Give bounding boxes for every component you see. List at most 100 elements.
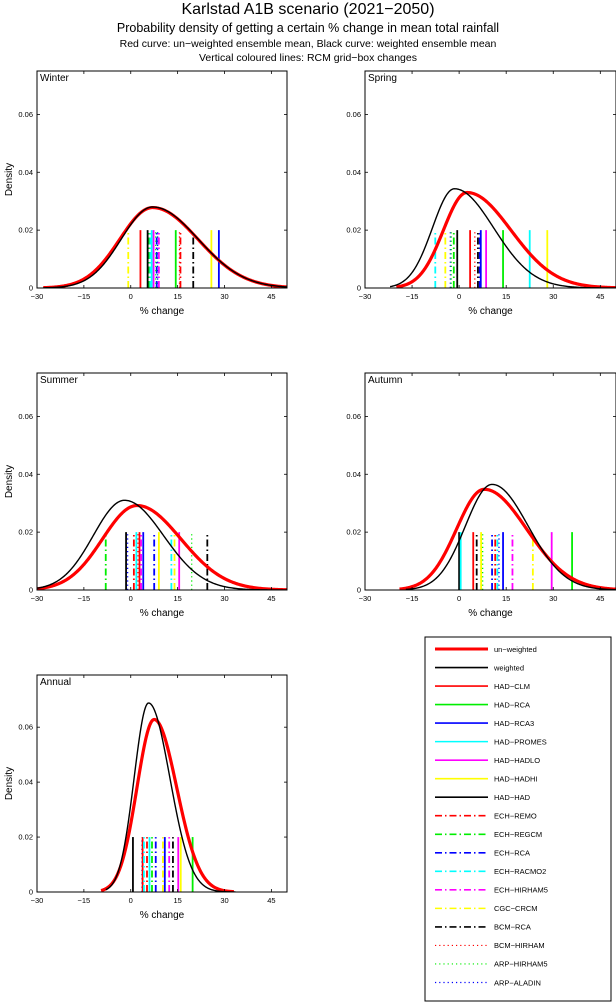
y-tick-label: 0.06 <box>18 110 33 119</box>
legend-item: HAD−RCA <box>435 700 530 709</box>
x-tick-label: 15 <box>173 292 181 301</box>
y-tick-label: 0.04 <box>18 470 33 479</box>
y-tick-label: 0.02 <box>346 528 361 537</box>
x-tick-label: 0 <box>129 896 133 905</box>
legend-label: HAD−RCA <box>494 700 530 709</box>
curve-weighted <box>389 188 616 288</box>
plot-area <box>37 675 287 892</box>
axes-frame <box>36 674 288 893</box>
x-tick-label: 15 <box>502 292 510 301</box>
legend-item: BCM−HIRHAM <box>435 941 545 950</box>
y-tick-label: 0 <box>357 586 361 595</box>
x-tick-label: −15 <box>78 292 91 301</box>
legend: un−weighted weighted HAD−CLM HAD−RCA HAD−RCA… <box>424 636 612 1002</box>
curve-weighted <box>43 206 287 288</box>
x-axis-label: % change <box>140 910 185 921</box>
x-tick-label: 0 <box>457 594 461 603</box>
legend-item: HAD−HAD <box>435 793 531 802</box>
x-tick-label: −30 <box>31 594 44 603</box>
x-axis-label: % change <box>468 608 513 619</box>
plot-area <box>37 71 287 288</box>
x-tick-label: 30 <box>220 292 228 301</box>
legend-item: HAD−CLM <box>435 682 530 691</box>
legend-item: ECH−HIRHAM5 <box>435 886 548 895</box>
legend-item: ARP−HIRHAM5 <box>435 960 548 969</box>
plot-content <box>99 702 236 892</box>
legend-label: HAD−HAD <box>494 793 531 802</box>
legend-box <box>424 636 612 1002</box>
legend-label: ECH−REGCM <box>494 830 542 839</box>
curve-weighted <box>405 483 616 590</box>
plot-content <box>398 483 616 590</box>
legend-label: weighted <box>493 663 524 672</box>
y-tick-label: 0.06 <box>346 412 361 421</box>
axes-frame <box>36 372 288 591</box>
y-tick-label: 0 <box>29 586 33 595</box>
legend-label: HAD−RCA3 <box>494 719 534 728</box>
legend-label: ECH−HIRHAM5 <box>494 886 548 895</box>
legend-label: BCM−RCA <box>494 923 531 932</box>
axes-frame <box>364 372 616 591</box>
y-tick-label: 0.06 <box>18 412 33 421</box>
legend-item: HAD−RCA3 <box>435 719 534 728</box>
axes-frame <box>36 70 288 289</box>
x-tick-label: 45 <box>267 292 275 301</box>
x-tick-label: −15 <box>78 896 91 905</box>
panel-winter: −30 −15 0 15 30 45 0 0.02 0.04 0.06 Winter % change… <box>4 70 288 317</box>
y-tick-label: 0 <box>29 284 33 293</box>
x-tick-label: 30 <box>220 896 228 905</box>
curve-unweighted <box>99 717 235 892</box>
plot-area <box>37 373 287 590</box>
y-tick-label: 0.02 <box>18 528 33 537</box>
legend-label: ECH−RACMO2 <box>494 867 546 876</box>
legend-item: CGC−CRCM <box>435 904 538 913</box>
plot-content <box>389 188 616 288</box>
legend-label: HAD−CLM <box>494 682 530 691</box>
x-axis-label: % change <box>140 608 185 619</box>
figure-note-curves: Red curve: un−weighted ensemble mean, Bl… <box>119 38 497 50</box>
y-axis-label: Density <box>4 465 15 498</box>
panel-title: Winter <box>40 73 70 84</box>
plot-area <box>365 71 616 288</box>
legend-label: CGC−CRCM <box>494 904 538 913</box>
legend-label: ARP−ALADIN <box>494 978 541 987</box>
x-tick-label: 15 <box>173 594 181 603</box>
x-tick-label: 30 <box>220 594 228 603</box>
legend-label: HAD−PROMES <box>494 737 547 746</box>
x-tick-label: 0 <box>129 594 133 603</box>
y-axis-label: Density <box>4 163 15 196</box>
y-tick-label: 0.04 <box>18 778 33 787</box>
panel-title: Spring <box>368 73 397 84</box>
y-tick-label: 0.02 <box>18 833 33 842</box>
legend-item: un−weighted <box>435 645 537 654</box>
legend-item: ECH−RACMO2 <box>435 867 546 876</box>
legend-item: HAD−HADHI <box>435 774 538 783</box>
y-tick-label: 0.04 <box>18 168 33 177</box>
legend-label: ECH−RCA <box>494 849 530 858</box>
panel-title: Autumn <box>368 375 402 386</box>
plot-content <box>37 499 287 590</box>
curve-unweighted <box>398 487 616 590</box>
y-tick-label: 0 <box>357 284 361 293</box>
y-tick-label: 0.04 <box>346 168 361 177</box>
x-tick-label: 30 <box>549 292 557 301</box>
figure-note-lines: Vertical coloured lines: RCM grid−box ch… <box>199 52 417 64</box>
legend-item: HAD−PROMES <box>435 737 547 746</box>
plot-content <box>42 205 287 288</box>
legend-label: HAD−HADHI <box>494 774 538 783</box>
figure-title: Karlstad A1B scenario (2021−2050) <box>181 1 435 18</box>
x-axis-label: % change <box>140 306 185 317</box>
x-tick-label: 45 <box>267 594 275 603</box>
legend-item: ECH−REMO <box>435 812 537 821</box>
figure-subtitle: Probability density of getting a certain… <box>116 21 500 35</box>
legend-label: ARP−HIRHAM5 <box>494 960 548 969</box>
x-tick-label: −30 <box>31 292 44 301</box>
legend-label: un−weighted <box>494 645 537 654</box>
y-tick-label: 0 <box>29 888 33 897</box>
legend-item: ECH−REGCM <box>435 830 542 839</box>
panel-title: Summer <box>40 375 78 386</box>
panel-title: Annual <box>40 677 71 688</box>
x-tick-label: −30 <box>359 594 372 603</box>
x-tick-label: 45 <box>596 594 604 603</box>
